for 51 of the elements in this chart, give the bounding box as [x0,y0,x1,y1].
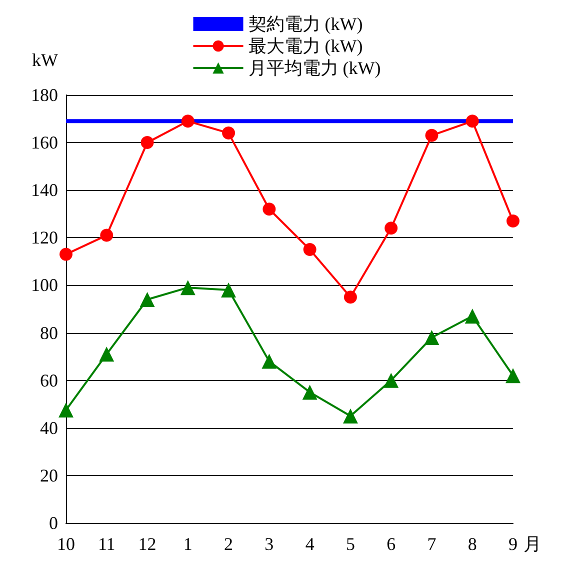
point [100,228,114,242]
y-tick-label: 160 [31,132,58,153]
y-axis-title: kW [32,50,58,70]
point [384,372,399,388]
y-tick-label: 140 [31,180,58,200]
x-axis-title: 月 [523,534,542,554]
y-tick-label: 80 [40,322,58,343]
y-tick-label: 180 [31,85,58,105]
y-tick-label: 0 [49,513,58,533]
point [221,282,236,298]
x-tick-label: 10 [57,534,75,554]
point [384,222,398,235]
x-tick-label: 12 [138,534,156,554]
x-tick-label: 8 [468,534,477,554]
point [466,114,479,128]
x-tick-label: 9 [508,534,518,554]
x-tick-label: 11 [98,534,116,554]
point [506,368,520,384]
point [425,128,438,142]
point [58,402,74,418]
legend-label: 契約電力 (kW) [248,14,363,34]
point [464,308,480,324]
point [60,248,72,261]
point [424,330,440,346]
y-tick-label: 100 [31,275,58,296]
point [99,346,114,362]
point [262,202,276,216]
x-tick-label: 5 [346,534,355,554]
point [506,214,520,228]
point [140,292,155,307]
legend-label: 月平均電力 (kW) [248,58,381,78]
legend-label: 最大電力 (kW) [248,36,363,56]
x-tick-label: 2 [224,534,234,554]
x-tick-label: 6 [386,534,396,554]
y-tick-label: 40 [40,418,58,438]
x-tick-label: 4 [305,534,314,554]
point [180,280,196,296]
x-tick-label: 3 [264,534,274,554]
y-tick-label: 20 [40,465,58,486]
x-tick-label: 7 [427,534,436,554]
x-tick-label: 1 [183,534,192,554]
point [140,136,154,150]
point [302,384,318,400]
point [344,290,357,304]
point [222,126,236,140]
point [181,114,194,128]
y-tick-label: 120 [31,228,58,248]
point [342,408,358,424]
point [303,243,316,256]
y-tick-label: 60 [40,370,58,390]
point [262,354,277,369]
